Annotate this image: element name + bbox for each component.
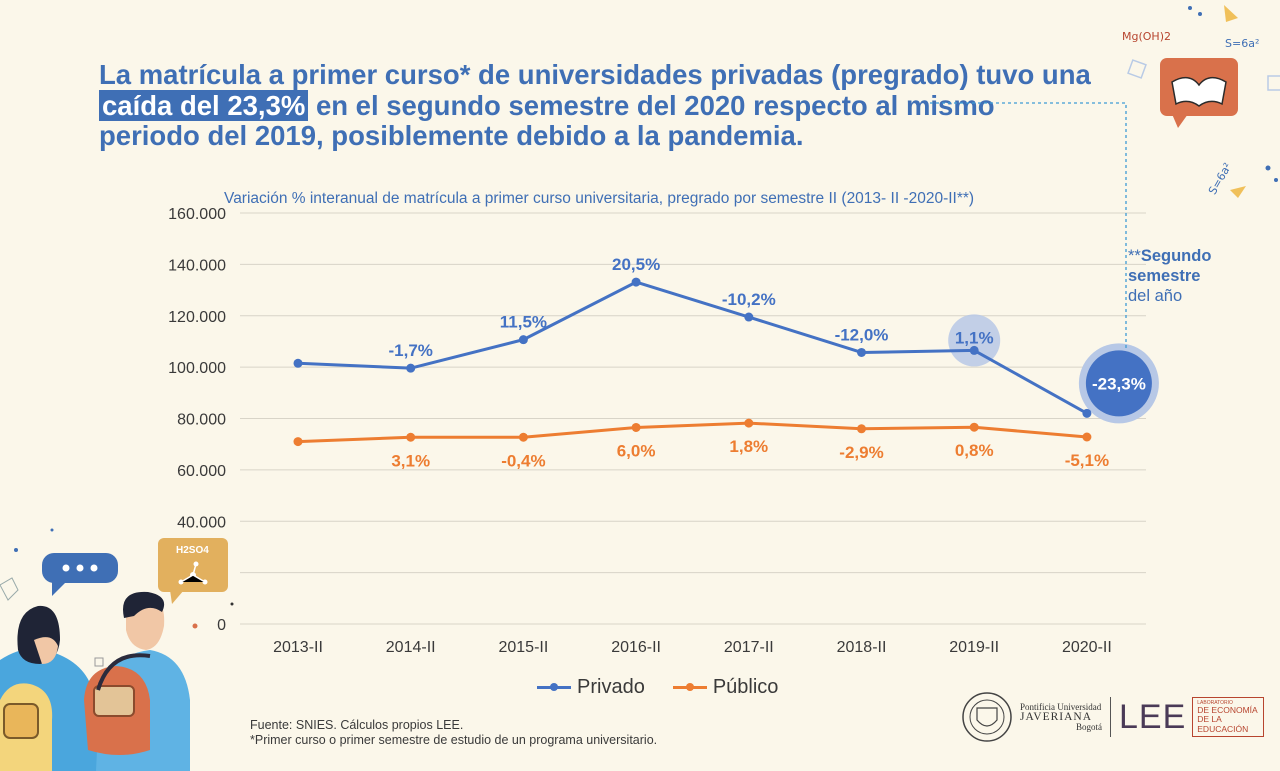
data-point [293,437,303,447]
data-point [969,345,979,355]
data-point [744,418,754,428]
x-tick-label: 2013-II [273,639,323,656]
javeriana-wordmark: Pontificia Universidad JAVERIANA Bogotá [1020,702,1102,732]
logos: Pontificia Universidad JAVERIANA Bogotá … [960,690,1265,744]
lee-logo: LEE [1119,697,1187,736]
data-label: 20,5% [612,255,660,274]
javeriana-seal-icon [962,692,1012,742]
source-note: Fuente: SNIES. Cálculos propios LEE. *Pr… [250,718,657,748]
x-tick-label: 2018-II [837,639,887,656]
data-label: -0,4% [501,451,545,470]
data-point [518,432,528,442]
legend-swatch-privado [537,682,571,691]
lee-logo-box: LABORATORIO DE ECONOMÍA DE LA EDUCACIÓN [1192,696,1265,738]
logo-divider [1110,697,1111,737]
source-line-2: *Primer curso o primer semestre de estud… [250,733,658,747]
legend-label-publico: Público [712,676,779,698]
data-label: 1,1% [955,328,994,347]
callout-connector [930,102,1127,350]
x-tick-label: 2017-II [724,639,774,656]
y-tick-label: 80.000 [177,412,226,429]
y-tick-label: 100.000 [168,360,226,377]
source-line-1: Fuente: SNIES. Cálculos propios LEE. [250,718,464,732]
y-tick-label: 120.000 [168,309,226,326]
highlight-badge-2020 [1085,350,1152,417]
data-label: 6,0% [617,441,656,460]
data-point [406,432,416,442]
lee-box-line-1: DE ECONOMÍA [1197,704,1258,715]
x-tick-label: 2020-II [1062,639,1112,656]
footnote-bold-text: Segundo semestre [1128,247,1212,285]
series-layer [293,277,1159,447]
legend-swatch-publico [672,682,707,691]
data-label: 11,5% [500,313,547,332]
data-point [406,363,416,373]
series-line-privado [297,280,1088,415]
semester-footnote: **Segundo semestre del año [1128,246,1268,306]
data-labels: -1,7% 11,5% 20,5% -10,2% -12,0% 1,1% -23,3% 3,1… [388,255,1145,470]
javeriana-line-3: Bogotá [1076,722,1102,732]
y-tick-label: 60.000 [177,463,226,480]
data-label: 1,8% [729,437,768,456]
headline-text-end: en el segundo semestre del 2020 respecto… [99,89,995,151]
data-label: -23,3% [1092,374,1146,393]
x-tick-label: 2014-II [386,639,436,656]
footnote-rest-text: del año [1128,287,1183,305]
x-tick-label: 2015-II [498,639,548,656]
data-point [744,312,754,322]
data-label: -2,9% [839,443,883,462]
data-point [857,347,866,357]
legend-item-publico: Público [672,676,779,699]
data-point [631,277,641,287]
lee-box-line-2: DE LA EDUCACIÓN [1197,714,1249,734]
headline-highlight: caída del 23,3% [99,89,309,121]
headline-text: La matrícula a primer curso* de universi… [99,59,1091,90]
data-point [857,424,866,434]
series-line-publico [297,421,1088,444]
x-tick-label: 2019-II [949,639,999,656]
data-point [969,422,979,432]
y-tick-label: 0 [217,617,226,634]
data-point [631,422,641,432]
data-label: -1,7% [388,341,432,360]
footnote-stars: ** [1128,247,1141,265]
data-label: -5,1% [1065,451,1109,470]
data-label: 0,8% [955,441,994,460]
data-label: -12,0% [835,325,889,344]
y-tick-label: 140.000 [168,257,226,274]
x-tick-label: 2016-II [611,639,661,656]
lee-box-small: LABORATORIO [1197,699,1233,706]
data-point [1082,408,1092,418]
data-label: -10,2% [722,290,776,309]
javeriana-line-1: Pontificia Universidad [1020,702,1102,712]
chart-legend: Privado Público [537,676,778,699]
data-point [518,335,528,345]
highlight-halo-2019 [948,314,1001,367]
javeriana-line-2: JAVERIANA [1020,711,1093,723]
y-tick-label: 40.000 [177,514,226,531]
legend-label-privado: Privado [577,676,645,698]
chart-grid [240,212,1146,625]
data-label: 3,1% [391,451,430,470]
x-axis: 2013-II 2014-II 2015-II 2016-II 2017-II 2018-… [273,639,1112,656]
data-point [1082,432,1092,442]
y-axis: 0 40.000 60.000 80.000 100.000 120.000 140.000… [168,206,226,634]
chart-title: Variación % interanual de matrícula a pr… [224,190,975,207]
data-point [293,358,303,368]
y-tick-label: 160.000 [168,206,226,223]
legend-item-privado: Privado [537,676,645,699]
headline: La matrícula a primer curso* de universi… [99,59,1099,152]
